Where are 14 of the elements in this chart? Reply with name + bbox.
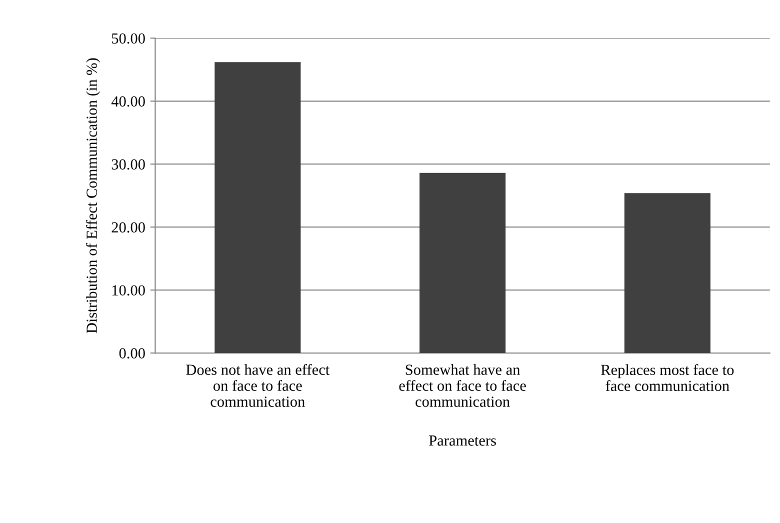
x-tick-label: Does not have an effect on face to face communication	[186, 364, 330, 407]
bar	[624, 193, 710, 354]
y-tick-label: 50.00	[112, 33, 145, 44]
x-tick-label: Somewhat have an effect on face to face communication	[399, 364, 526, 407]
y-tick-label: 40.00	[111, 96, 145, 107]
y-axis-title: Distribution of Effect Communication (in %)	[86, 58, 100, 334]
y-tick-label: 30.00	[112, 159, 145, 170]
y-tick-label: 20.00	[112, 222, 145, 233]
y-tick-label: 10.00	[112, 285, 145, 296]
x-tick-label: Replaces most face to face communication	[601, 364, 734, 392]
y-tick-label: 0.00	[119, 348, 145, 359]
bar	[214, 62, 301, 354]
x-axis-title: Parameters	[429, 436, 496, 446]
bar	[420, 172, 506, 354]
